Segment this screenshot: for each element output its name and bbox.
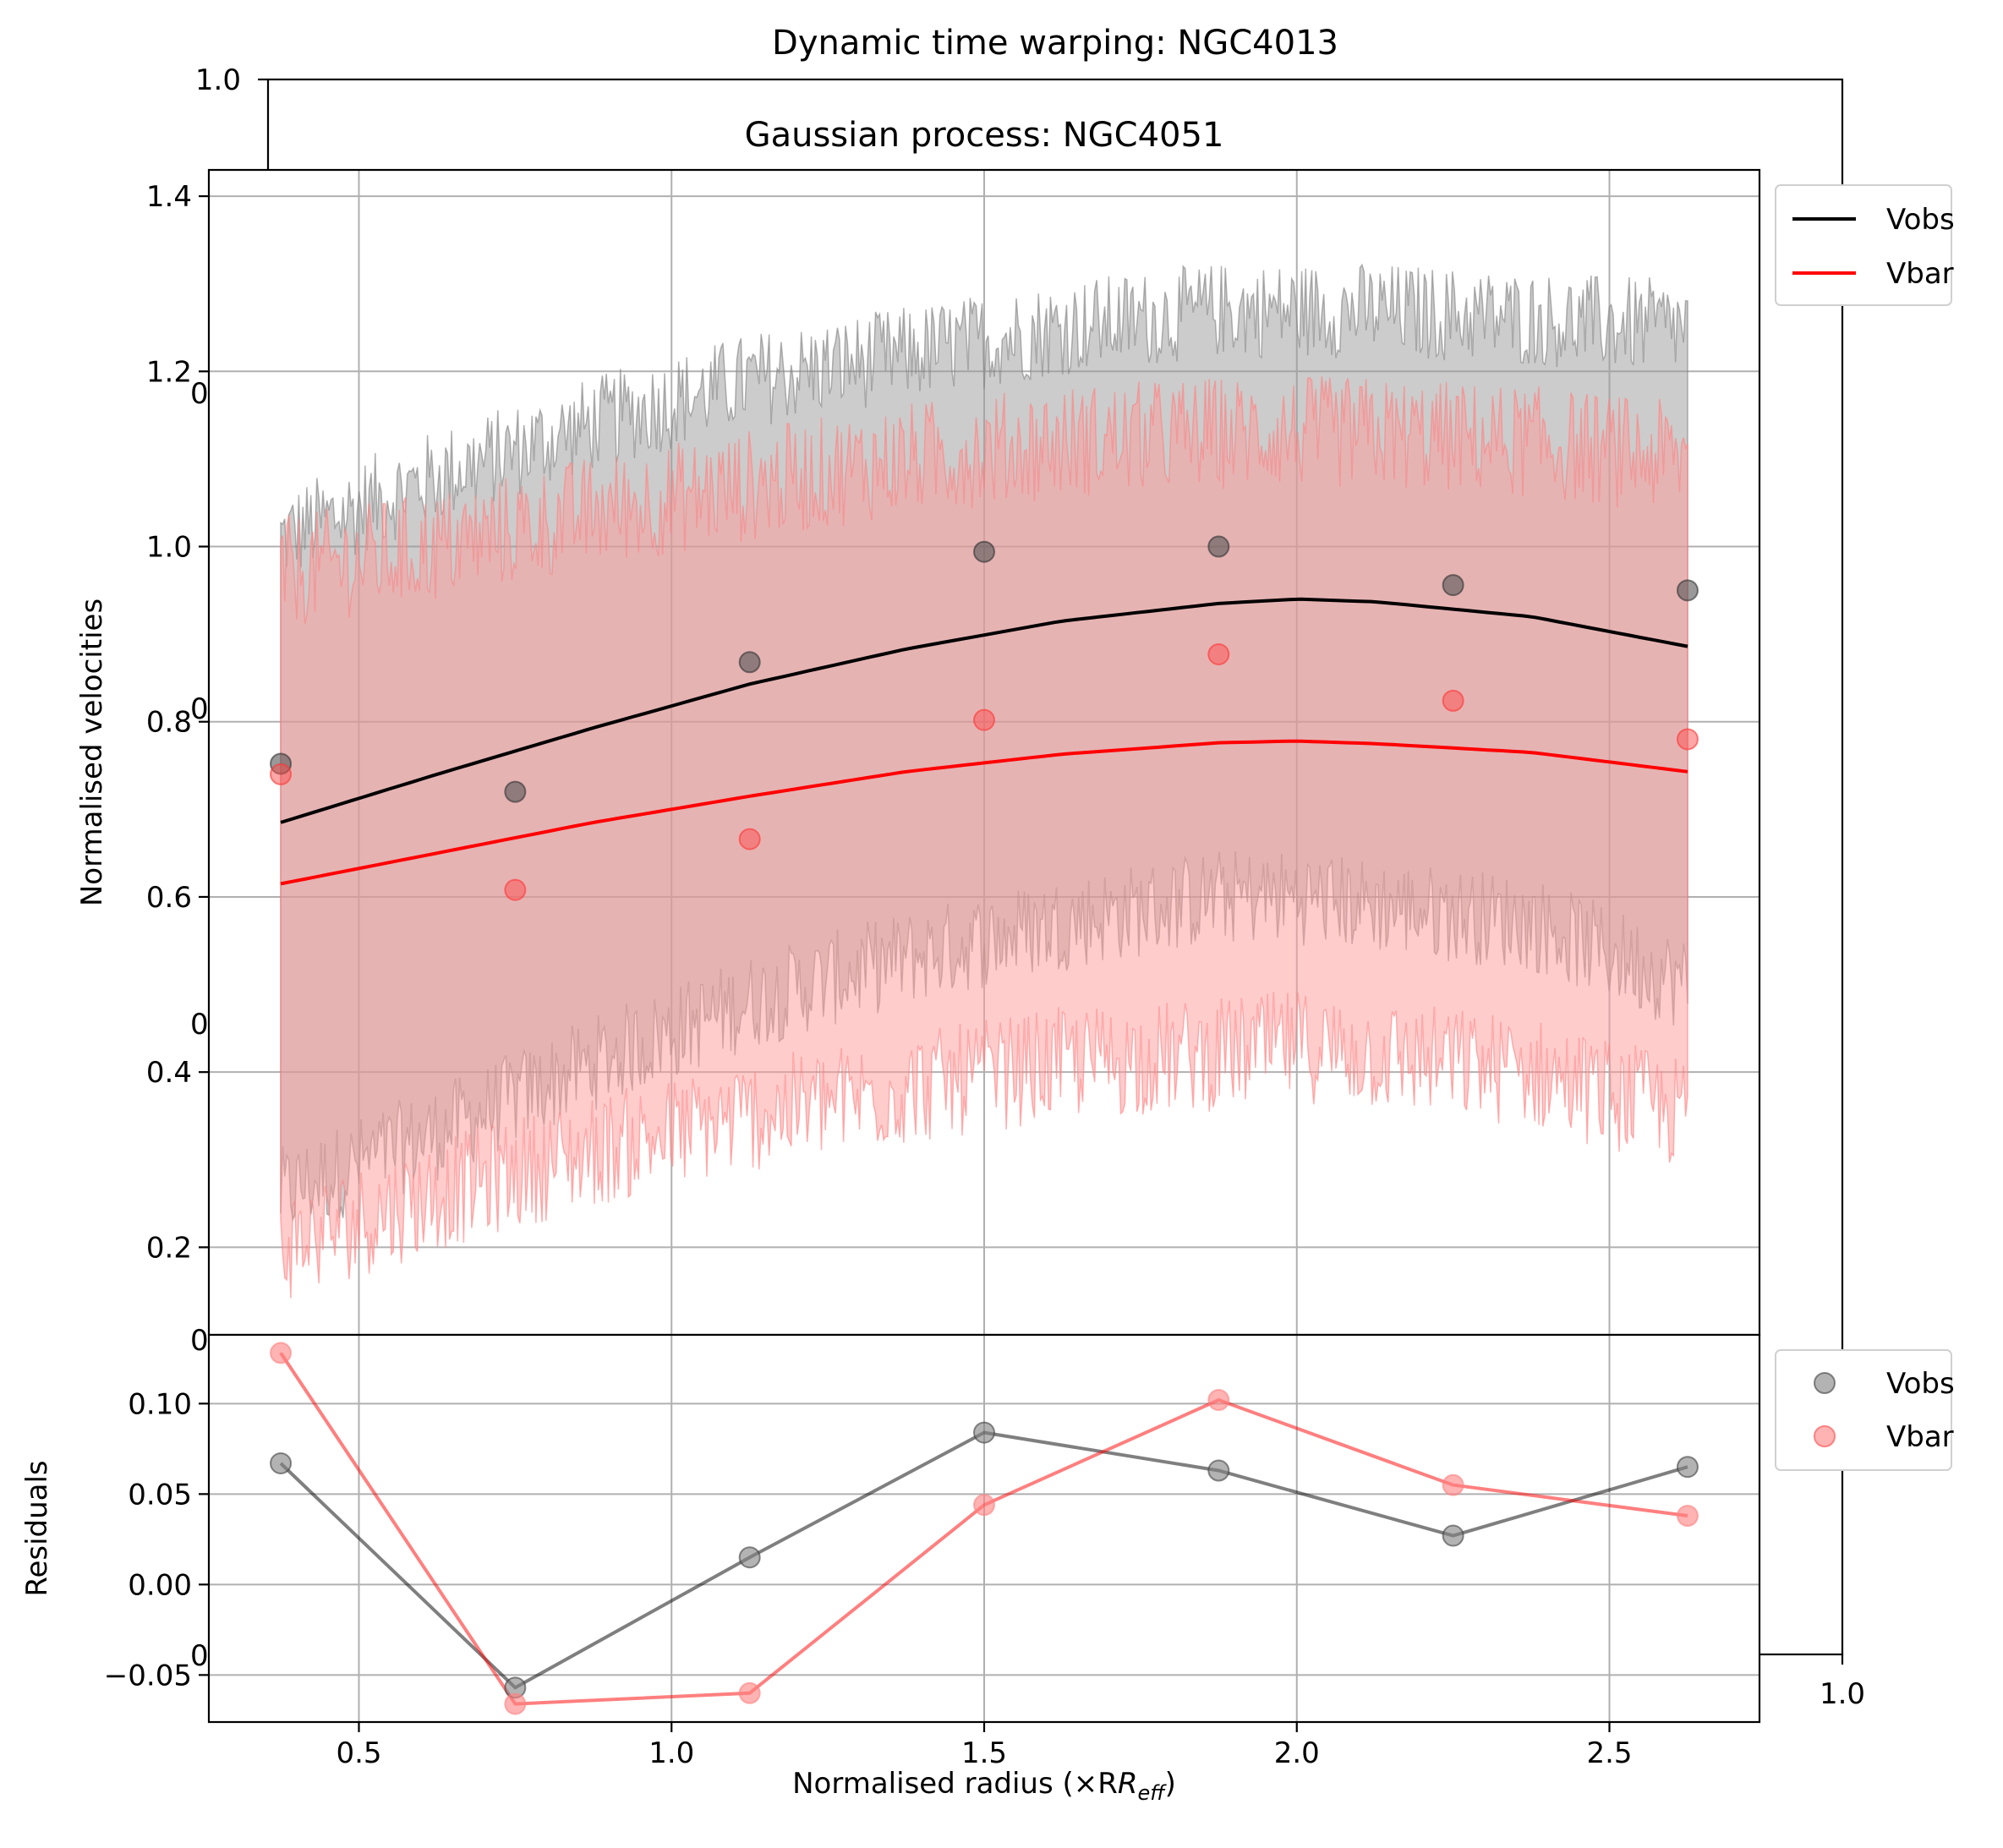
point-vobs bbox=[738, 651, 761, 674]
xtick-label: 2.5 bbox=[1586, 1736, 1632, 1770]
residual-point-vobs bbox=[973, 1421, 995, 1444]
main-title: Gaussian process: NGC4051 bbox=[745, 116, 1224, 155]
ytick-label: 1.4 bbox=[146, 180, 192, 214]
residual-point-vobs bbox=[738, 1546, 761, 1569]
legend-label-vbar: Vbar bbox=[1886, 1420, 1954, 1454]
residual-points bbox=[270, 1342, 1699, 1715]
residual-yticks: −0.05 0.00 0.05 0.10 bbox=[104, 1387, 209, 1692]
xlabel-main: Normalised radius (×R bbox=[792, 1767, 1118, 1801]
outer-ytick-partial: 0 bbox=[190, 1324, 209, 1358]
residual-axes: −0.05 0.00 0.05 0.10 0.5 1.0 1.5 2.0 2.5 Residu… bbox=[20, 1333, 1955, 1805]
main-axes: 0.2 0.4 0.6 0.8 1.0 1.2 1.4 Gaussian process: … bbox=[75, 116, 1955, 1337]
residual-point-vbar bbox=[1676, 1505, 1699, 1528]
ytick-label: 0.05 bbox=[128, 1478, 192, 1512]
residual-point-vbar bbox=[973, 1494, 995, 1517]
point-vobs bbox=[1676, 579, 1699, 602]
ytick-label: 0.6 bbox=[146, 881, 192, 915]
residual-point-vbar bbox=[504, 1692, 527, 1715]
point-vbar bbox=[973, 708, 995, 731]
residual-point-vobs bbox=[1676, 1456, 1699, 1479]
main-legend-frame bbox=[1775, 184, 1952, 306]
legend-label-vbar: Vbar bbox=[1886, 257, 1954, 291]
residual-legend: Vobs Vbar bbox=[1775, 1349, 1955, 1471]
fit-line-vbar bbox=[280, 739, 1688, 886]
point-vbar bbox=[270, 763, 293, 785]
point-vobs bbox=[973, 540, 995, 563]
xlabel-sub: eff bbox=[1138, 1781, 1168, 1805]
point-vbar bbox=[504, 878, 527, 901]
legend-marker-vbar bbox=[1814, 1425, 1836, 1447]
residual-point-vbar bbox=[738, 1681, 761, 1704]
confidence-band-vbar bbox=[280, 376, 1688, 1299]
point-vbar bbox=[1676, 728, 1699, 751]
residual-point-vobs bbox=[270, 1452, 293, 1474]
ytick-label: 0.4 bbox=[146, 1056, 192, 1090]
legend-label-vobs: Vobs bbox=[1886, 203, 1955, 237]
main-legend: Vobs Vbar bbox=[1775, 184, 1955, 306]
residual-point-vbar bbox=[270, 1342, 293, 1364]
outer-xtick-label: 1.0 bbox=[1820, 1677, 1865, 1711]
point-vbar bbox=[1442, 689, 1464, 712]
outer-ytick-partial: 0 bbox=[190, 377, 209, 411]
xtick-label: 1.0 bbox=[649, 1736, 694, 1770]
data-points bbox=[270, 535, 1699, 901]
point-vbar bbox=[738, 828, 761, 850]
point-vobs bbox=[1442, 574, 1464, 597]
outer-title: Dynamic time warping: NGC4013 bbox=[772, 24, 1338, 63]
residual-point-vobs bbox=[1442, 1524, 1464, 1547]
point-vobs bbox=[504, 780, 527, 803]
ytick-label: 0.2 bbox=[146, 1231, 192, 1265]
outer-ytick-partial: 0 bbox=[190, 1639, 209, 1673]
main-ylabel: Normalised velocities bbox=[75, 599, 109, 906]
xtick-label: 1.5 bbox=[961, 1736, 1007, 1770]
outer-ytick-label: 1.0 bbox=[195, 63, 241, 97]
fit-lines bbox=[280, 597, 1688, 886]
legend-label-vobs: Vobs bbox=[1886, 1367, 1955, 1401]
ytick-label: 1.2 bbox=[146, 355, 192, 389]
residual-point-vobs bbox=[1207, 1459, 1230, 1482]
ytick-label: −0.05 bbox=[104, 1659, 192, 1692]
fit-line-vobs bbox=[280, 597, 1688, 824]
residual-xticks: 0.5 1.0 1.5 2.0 2.5 bbox=[336, 1722, 1633, 1770]
xlabel-close: ) bbox=[1165, 1767, 1176, 1801]
point-vbar bbox=[1207, 642, 1230, 665]
main-yticks: 0.2 0.4 0.6 0.8 1.0 1.2 1.4 bbox=[146, 180, 209, 1265]
xtick-label: 2.0 bbox=[1274, 1736, 1320, 1770]
residual-point-vbar bbox=[1207, 1389, 1230, 1412]
residual-ylabel: Residuals bbox=[20, 1460, 54, 1596]
ytick-label: 0.8 bbox=[146, 706, 192, 740]
outer-ytick-partial: 0 bbox=[190, 692, 209, 726]
confidence-bands bbox=[280, 263, 1688, 1299]
xlabel-r: R bbox=[1118, 1767, 1138, 1801]
ytick-label: 1.0 bbox=[146, 531, 192, 565]
ytick-label: 0.10 bbox=[128, 1387, 192, 1421]
legend-marker-vobs bbox=[1814, 1372, 1836, 1394]
xtick-label: 0.5 bbox=[336, 1736, 381, 1770]
ytick-label: 0.00 bbox=[128, 1568, 192, 1602]
residual-xlabel: Normalised radius (×RReff) bbox=[792, 1767, 1176, 1805]
residual-point-vbar bbox=[1442, 1473, 1464, 1496]
outer-ytick-partial: 0 bbox=[190, 1008, 209, 1042]
point-vobs bbox=[1207, 535, 1230, 558]
